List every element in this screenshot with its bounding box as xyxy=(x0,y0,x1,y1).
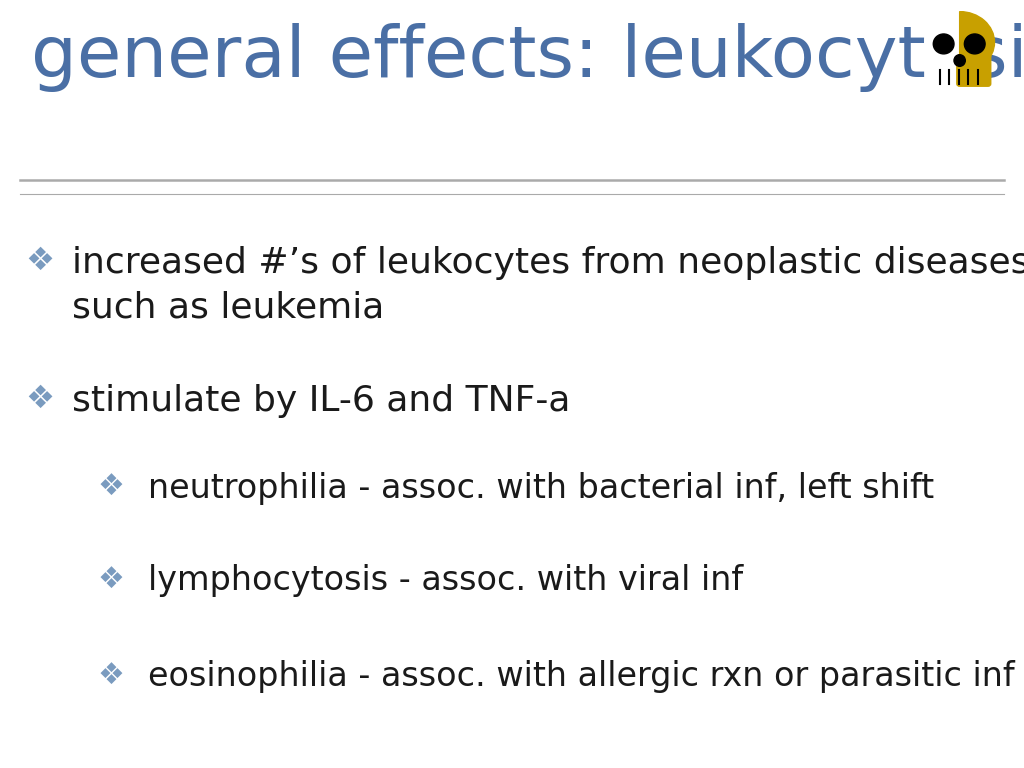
Text: general effects: leukocytosis: general effects: leukocytosis xyxy=(31,23,1024,92)
Text: ❖: ❖ xyxy=(97,472,124,502)
Text: lymphocytosis - assoc. with viral inf: lymphocytosis - assoc. with viral inf xyxy=(148,564,743,598)
Ellipse shape xyxy=(954,55,966,66)
Ellipse shape xyxy=(933,34,954,54)
Text: stimulate by IL-6 and TNF-a: stimulate by IL-6 and TNF-a xyxy=(72,384,570,418)
Text: ❖: ❖ xyxy=(97,660,124,690)
Text: neutrophilia - assoc. with bacterial inf, left shift: neutrophilia - assoc. with bacterial inf… xyxy=(148,472,935,505)
FancyBboxPatch shape xyxy=(926,55,963,86)
Text: increased #’s of leukocytes from neoplastic diseases
such as leukemia: increased #’s of leukocytes from neoplas… xyxy=(72,246,1024,325)
Ellipse shape xyxy=(965,34,985,54)
Text: ❖: ❖ xyxy=(97,564,124,594)
Text: eosinophilia - assoc. with allergic rxn or parasitic inf: eosinophilia - assoc. with allergic rxn … xyxy=(148,660,1015,694)
Text: ❖: ❖ xyxy=(26,384,54,415)
Wedge shape xyxy=(925,12,959,73)
FancyBboxPatch shape xyxy=(956,55,991,86)
Wedge shape xyxy=(959,12,994,73)
Text: ❖: ❖ xyxy=(26,246,54,276)
